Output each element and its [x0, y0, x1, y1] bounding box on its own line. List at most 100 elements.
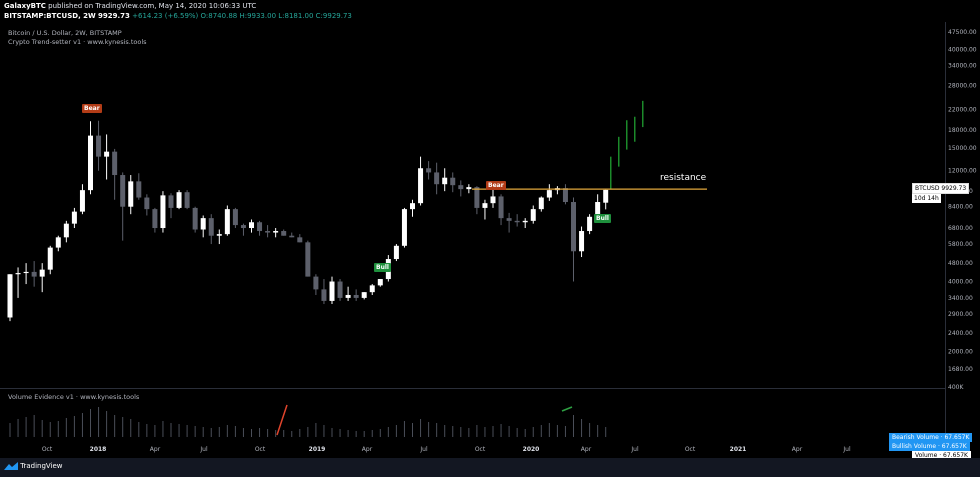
price-axis-border — [945, 22, 946, 470]
volume-bar — [283, 430, 285, 437]
bull-candle — [401, 209, 407, 246]
price-tick: 28000.00 — [948, 82, 977, 89]
bull-candle — [39, 269, 45, 277]
series-legend[interactable]: Bitcoin / U.S. Dollar, 2W, BITSTAMP — [8, 29, 122, 37]
volume-bar — [170, 423, 172, 437]
last-price-symbol: BTCUSD — [915, 185, 940, 192]
bull-candle — [393, 245, 399, 260]
volume-bar — [17, 419, 19, 437]
price-tick: 2000.00 — [948, 348, 973, 355]
volume-bar — [186, 425, 188, 437]
bullish-volume-label: Bullish Volume · 67.657K — [889, 442, 970, 451]
bull-candle — [410, 203, 415, 210]
bear-candle — [144, 197, 150, 210]
symbol-name[interactable]: BITSTAMP:BTCUSD, 2W — [4, 12, 96, 20]
price-tick: 34000.00 — [948, 63, 977, 70]
volume-bar — [436, 423, 438, 437]
price-tick: 22000.00 — [948, 107, 977, 114]
volume-chart[interactable] — [0, 389, 945, 441]
volume-bar — [218, 427, 220, 437]
volume-bar — [524, 429, 526, 437]
volume-bar — [242, 428, 244, 437]
bear-candle — [458, 185, 464, 190]
bear-candle — [281, 231, 287, 236]
publish-header: GalaxyBTC published on TradingView.com, … — [4, 2, 256, 10]
volume-bar — [589, 423, 591, 437]
bull-candle — [546, 190, 552, 198]
bull-candle — [273, 231, 279, 233]
volume-bar — [379, 429, 381, 437]
bull-candle — [377, 279, 383, 286]
bull-candle — [369, 285, 375, 293]
price-tick: 12000.00 — [948, 168, 977, 175]
price-tick: 5800.00 — [948, 241, 973, 248]
volume-bar — [33, 415, 35, 437]
volume-indicator-legend[interactable]: Volume Evidence v1 · www.kynesis.tools — [8, 393, 140, 401]
tradingview-icon — [4, 462, 18, 470]
bull-candle — [55, 237, 61, 248]
time-tick: Apr — [581, 446, 592, 453]
time-axis[interactable]: Oct 2018 Apr Jul Oct 2019 Apr Jul Oct 2020 Apr Jul O… — [0, 441, 945, 457]
volume-bar — [65, 418, 67, 437]
bull-candle — [587, 216, 593, 232]
bearish-volume-marker — [276, 404, 288, 436]
bear-candle — [426, 168, 432, 173]
price-chart[interactable] — [0, 22, 945, 388]
price-tick: 40000.00 — [948, 46, 977, 53]
volume-bar — [428, 422, 430, 437]
price-tick: 18000.00 — [948, 127, 977, 134]
volume-bar — [194, 426, 196, 437]
bear-candle — [96, 135, 102, 157]
volume-bar — [371, 430, 373, 437]
last-price-label: BTCUSD 9929.73 — [912, 183, 970, 194]
volume-bar — [476, 425, 478, 437]
volume-bar — [412, 423, 413, 437]
volume-bar — [41, 420, 43, 437]
volume-bar — [484, 427, 486, 437]
bear-candle — [562, 188, 568, 203]
price-tick: 4000.00 — [948, 279, 973, 286]
publisher-name[interactable]: GalaxyBTC — [4, 2, 46, 10]
price-axis[interactable]: 47500.00 40000.00 34000.00 28000.00 22000.00… — [946, 22, 980, 470]
volume-bar — [331, 428, 333, 437]
indicator-legend[interactable]: Crypto Trend-setter v1 · www.kynesis.too… — [8, 38, 147, 46]
volume-bar — [468, 428, 470, 437]
bear-candle — [498, 196, 504, 219]
time-tick: Apr — [150, 446, 161, 453]
tradingview-logo[interactable]: TradingView — [4, 462, 63, 470]
volume-bar — [323, 425, 325, 437]
bear-signal-tag: Bear — [486, 181, 506, 190]
volume-bar — [210, 428, 212, 437]
volume-bar — [73, 416, 75, 437]
bull-candle — [104, 151, 110, 157]
volume-bar — [452, 426, 454, 437]
bull-candle — [522, 220, 528, 223]
bull-candle — [418, 168, 424, 204]
bull-candle — [361, 292, 367, 298]
bull-candle — [200, 218, 206, 230]
volume-bar — [81, 413, 83, 437]
volume-bar — [420, 419, 422, 437]
bull-candle — [79, 190, 85, 212]
panel-separator[interactable] — [0, 388, 945, 389]
volume-bar — [540, 425, 542, 437]
volume-bar — [25, 417, 27, 437]
bear-signal-tag: Bear — [82, 104, 102, 113]
bull-signal-tag: Bull — [374, 263, 391, 272]
bear-candle — [120, 175, 126, 207]
bull-candle — [71, 211, 77, 224]
volume-bar — [363, 431, 365, 437]
time-tick: Jul — [842, 446, 851, 453]
volume-bar — [226, 425, 228, 437]
volume-bar — [387, 427, 389, 437]
time-tick: 2019 — [309, 446, 326, 453]
bull-candle — [160, 195, 166, 229]
bear-candle — [571, 202, 576, 252]
volume-bar — [564, 426, 566, 437]
bear-candle — [321, 289, 327, 301]
bear-candle — [152, 209, 158, 229]
time-tick: Jul — [419, 446, 428, 453]
volume-bar — [315, 423, 317, 437]
resistance-label: resistance — [660, 173, 707, 183]
bull-candle — [603, 189, 609, 203]
